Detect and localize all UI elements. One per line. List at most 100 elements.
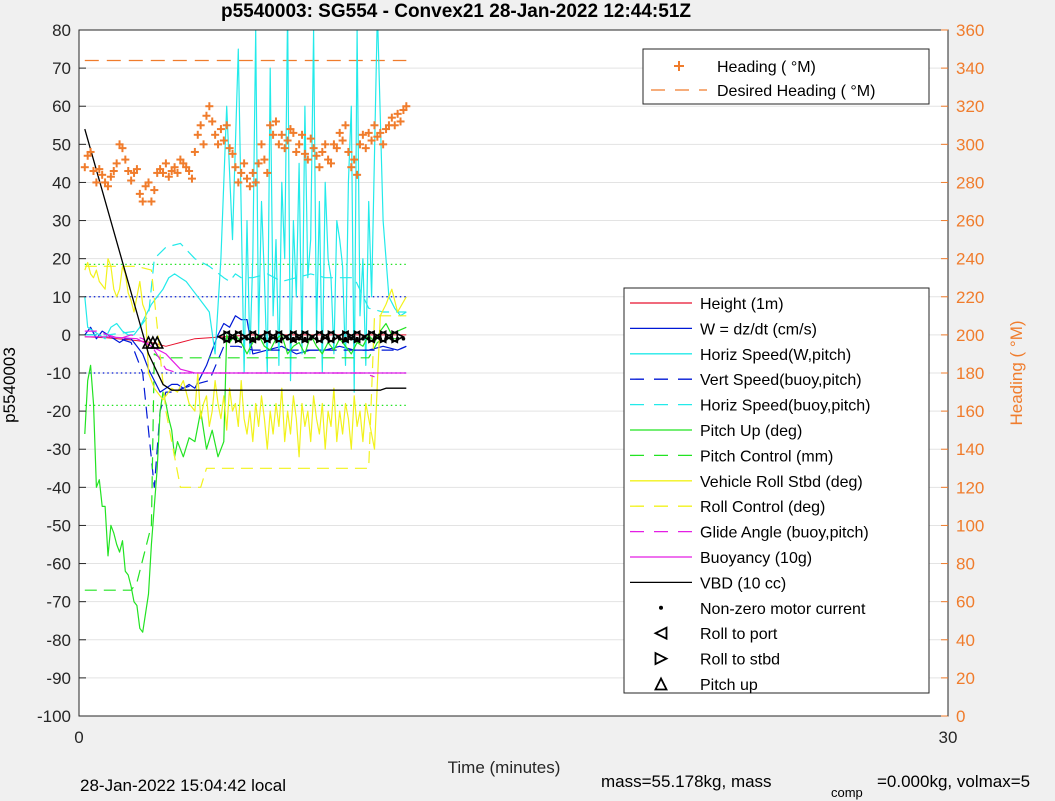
right-y-axis: 3603403203002802602402202001801601401201… <box>941 21 984 726</box>
right-y-axis-label: Heading ( °M) <box>1007 320 1026 425</box>
heading-point <box>303 155 312 164</box>
heading-point <box>150 186 159 195</box>
heading-point <box>338 136 347 145</box>
heading-point <box>112 159 121 168</box>
main-legend-label: Vehicle Roll Stbd (deg) <box>700 474 863 491</box>
heading-point <box>327 159 336 168</box>
left-tick-label: -100 <box>37 707 71 726</box>
heading-point <box>80 163 89 172</box>
heading-point <box>219 136 228 145</box>
heading-point <box>283 136 292 145</box>
heading-point <box>387 113 396 122</box>
heading-point <box>344 147 353 156</box>
heading-point <box>164 172 173 181</box>
heading-point <box>185 167 194 176</box>
heading-point <box>364 128 373 137</box>
heading-point <box>280 144 289 153</box>
left-tick-label: 30 <box>52 212 71 231</box>
series-vbd <box>84 128 407 391</box>
data-layer <box>80 30 411 633</box>
heading-point <box>361 144 370 153</box>
heading-legend: Heading ( °M) Desired Heading ( °M) <box>642 48 930 105</box>
heading-point <box>341 121 350 130</box>
main-legend-label: Horiz Speed(buoy,pitch) <box>700 398 870 415</box>
left-tick-label: -10 <box>46 364 71 383</box>
main-legend-label: Roll to port <box>700 626 778 643</box>
left-y-axis-label: p5540003 <box>0 347 19 423</box>
footer-local-time: 28-Jan-2022 15:04:42 local <box>80 776 286 795</box>
pitch-up-marker <box>150 335 165 349</box>
roll-stbd-marker <box>223 330 237 344</box>
right-tick-label: 20 <box>956 669 975 688</box>
heading-point <box>306 134 315 143</box>
heading-point <box>298 130 307 139</box>
heading-point <box>231 163 240 172</box>
heading-point <box>269 130 278 139</box>
left-tick-label: 50 <box>52 135 71 154</box>
series-horiz_w <box>84 30 407 393</box>
heading-point <box>190 147 199 156</box>
roll-stbd-marker <box>234 330 249 344</box>
right-tick-label: 320 <box>956 97 984 116</box>
left-tick-label: 80 <box>52 21 71 40</box>
heading-point <box>106 172 115 181</box>
right-tick-label: 80 <box>956 555 975 574</box>
heading-point <box>234 178 243 187</box>
heading-point <box>260 155 269 164</box>
heading-point <box>161 159 170 168</box>
heading-point <box>199 140 208 149</box>
main-legend-label: VBD (10 cc) <box>700 575 786 592</box>
right-tick-label: 300 <box>956 135 984 154</box>
heading-point <box>277 130 286 139</box>
heading-point <box>335 128 344 137</box>
heading-legend-label: Desired Heading ( °M) <box>717 83 875 100</box>
right-tick-label: 100 <box>956 516 984 535</box>
heading-point <box>292 147 301 156</box>
right-tick-label: 220 <box>956 288 984 307</box>
right-tick-label: 0 <box>956 707 965 726</box>
right-tick-label: 360 <box>956 21 984 40</box>
heading-point <box>214 140 223 149</box>
motor-current-dot <box>355 336 359 341</box>
heading-point <box>271 117 280 126</box>
left-tick-label: 10 <box>52 288 71 307</box>
heading-point <box>390 121 399 130</box>
x-tick-label: 0 <box>74 728 83 747</box>
heading-point <box>393 109 402 118</box>
heading-point <box>376 128 385 137</box>
heading-point <box>118 144 127 153</box>
heading-point <box>187 174 196 183</box>
heading-point <box>309 144 318 153</box>
heading-point <box>274 140 283 149</box>
main-legend-label: Pitch up <box>700 677 758 694</box>
heading-point <box>205 102 214 111</box>
series-horiz_buoy <box>84 242 407 336</box>
heading-point <box>211 130 220 139</box>
roll-stbd-marker <box>301 330 316 344</box>
legend-swatch <box>654 676 668 691</box>
left-tick-label: -20 <box>46 402 71 421</box>
series-roll <box>84 258 407 458</box>
heading-point <box>240 159 249 168</box>
heading-point <box>196 121 205 130</box>
footer-mass-b: =0.000kg, volmax=5 <box>877 772 1030 791</box>
left-y-axis: 80 70 60 50 40 30 20 10 0 -10 -20 -30 -40 -50 -60 -70 -8… <box>37 21 86 726</box>
heading-point <box>350 155 359 164</box>
heading-point <box>312 151 321 160</box>
x-axis: 0 30 <box>74 709 957 747</box>
roll-stbd-marker <box>316 330 330 344</box>
left-tick-label: -40 <box>46 478 71 497</box>
roll-stbd-marker <box>379 330 394 344</box>
left-tick-label: -30 <box>46 440 71 459</box>
series-buoyancy <box>84 336 407 374</box>
series-vert_buoy <box>84 334 407 488</box>
heading-legend-label: Heading ( °M) <box>717 59 816 76</box>
left-tick-label: -60 <box>46 555 71 574</box>
heading-point <box>193 130 202 139</box>
chart-title: p5540003: SG554 - Convex21 28-Jan-2022 1… <box>221 1 691 22</box>
left-tick-label: 0 <box>62 326 71 345</box>
heading-point <box>216 125 225 134</box>
series-pitch_ctrl <box>84 338 407 591</box>
heading-point <box>295 140 304 149</box>
heading-point <box>95 165 104 174</box>
